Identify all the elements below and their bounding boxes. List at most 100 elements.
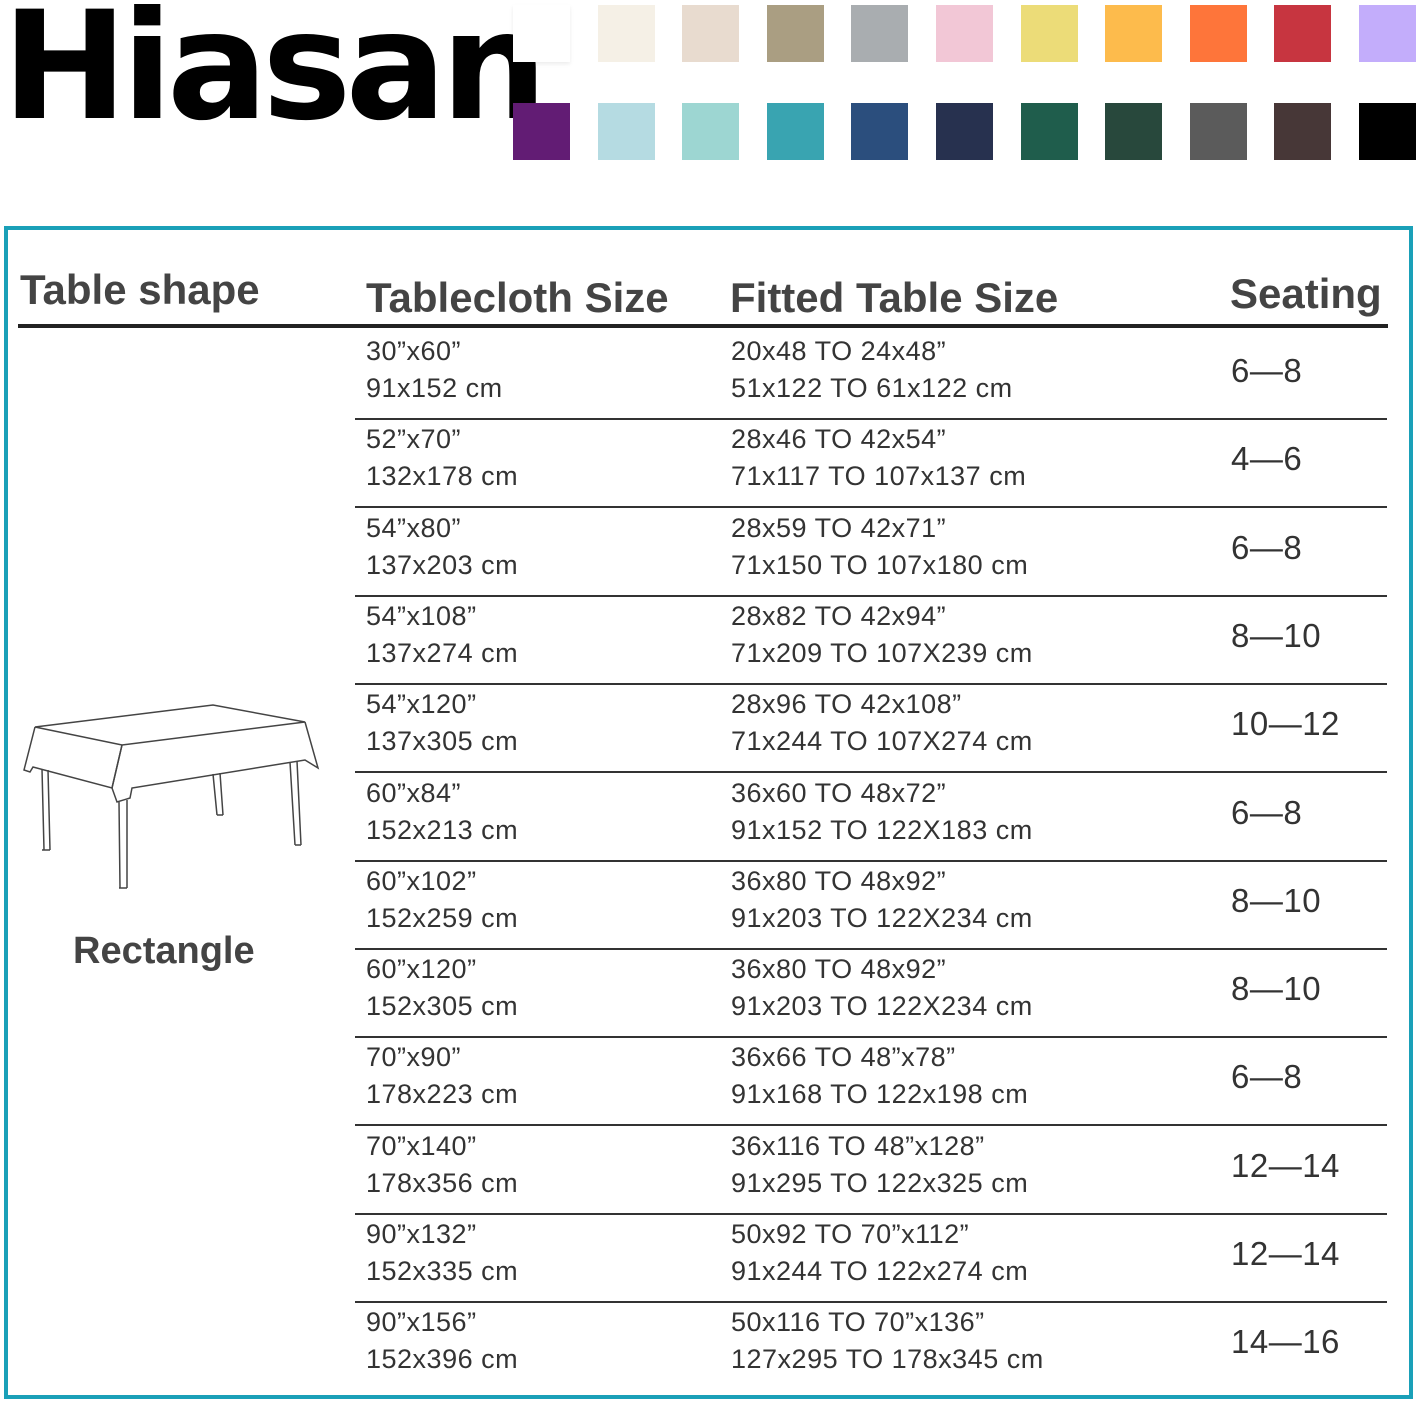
fitted-inches: 28x46 TO 42x54” <box>731 424 947 455</box>
table-row: 60”x102” 152x259 cm 36x80 TO 48x92” 91x203 … <box>355 860 1387 950</box>
seating-value: 8—10 <box>1231 970 1322 1008</box>
fitted-inches: 50x116 TO 70”x136” <box>731 1307 985 1338</box>
header-divider <box>18 324 1388 328</box>
tablecloth-cm: 137x274 cm <box>366 637 519 668</box>
tablecloth-cm: 91x152 cm <box>366 373 503 403</box>
shape-label: Rectangle <box>73 930 255 972</box>
color-swatch <box>936 103 993 160</box>
tablecloth-cm: 137x203 cm <box>366 549 519 580</box>
color-swatch <box>597 5 655 62</box>
fitted-cm: 91x152 TO 122X183 cm <box>731 814 1033 845</box>
table-row: 90”x156” 152x396 cm 50x116 TO 70”x136” 127x… <box>355 1301 1387 1389</box>
fitted-inches: 50x92 TO 70”x112” <box>731 1219 970 1249</box>
color-swatch <box>682 5 740 62</box>
fitted-inches: 36x60 TO 48x72” <box>731 777 947 808</box>
table-row: 30”x60” 91x152 cm 20x48 TO 24x48” 51x122 TO… <box>355 330 1387 420</box>
seating-value: 12—14 <box>1231 1146 1340 1184</box>
fitted-inches: 36x80 TO 48x92” <box>731 865 947 896</box>
fitted-inches: 28x59 TO 42x71” <box>731 512 947 543</box>
color-swatch <box>1020 103 1078 160</box>
fitted-inches: 28x82 TO 42x94” <box>731 600 947 631</box>
color-swatch <box>851 5 909 62</box>
tablecloth-inches: 90”x132” <box>366 1219 477 1249</box>
seating-value: 8—10 <box>1231 616 1322 654</box>
fitted-cm: 127x295 TO 178x345 cm <box>731 1344 1044 1375</box>
tablecloth-inches: 54”x108” <box>366 600 477 631</box>
rectangle-table-icon <box>23 704 320 889</box>
table-row: 60”x84” 152x213 cm 36x60 TO 48x72” 91x152 T… <box>355 772 1387 862</box>
tablecloth-inches: 54”x120” <box>366 689 477 720</box>
seating-value: 6—8 <box>1231 528 1303 566</box>
tablecloth-inches: 30”x60” <box>366 336 462 366</box>
size-table-frame <box>4 226 1413 1399</box>
color-swatch <box>766 5 824 62</box>
tablecloth-inches: 60”x120” <box>366 954 477 985</box>
color-swatch <box>1105 5 1163 62</box>
fitted-cm: 91x168 TO 122x198 cm <box>731 1079 1029 1110</box>
color-swatch <box>766 103 824 160</box>
fitted-cm: 91x295 TO 122x325 cm <box>731 1167 1029 1198</box>
tablecloth-cm: 152x305 cm <box>366 991 519 1022</box>
table-row: 54”x108” 137x274 cm 28x82 TO 42x94” 71x209 … <box>355 595 1387 685</box>
tablecloth-inches: 70”x140” <box>366 1130 477 1161</box>
color-swatch <box>1020 5 1078 62</box>
table-row: 90”x132” 152x335 cm 50x92 TO 70”x112” 91x24… <box>355 1213 1387 1303</box>
color-swatch <box>513 5 570 62</box>
tablecloth-cm: 178x356 cm <box>366 1167 519 1198</box>
color-swatch <box>1189 103 1247 160</box>
seating-value: 6—8 <box>1231 793 1303 831</box>
fitted-cm: 51x122 TO 61x122 cm <box>731 373 1013 403</box>
color-swatch <box>513 103 570 160</box>
tablecloth-cm: 137x305 cm <box>366 726 519 757</box>
color-swatch <box>1189 5 1247 62</box>
color-swatch <box>597 103 655 160</box>
fitted-inches: 36x116 TO 48”x128” <box>731 1130 985 1161</box>
fitted-inches: 36x66 TO 48”x78” <box>731 1042 956 1073</box>
tablecloth-cm: 152x259 cm <box>366 902 519 933</box>
header-table-shape: Table shape <box>20 266 260 313</box>
tablecloth-inches: 54”x80” <box>366 512 462 543</box>
tablecloth-cm: 152x213 cm <box>366 814 519 845</box>
color-swatch <box>1359 103 1416 160</box>
table-row: 52”x70” 132x178 cm 28x46 TO 42x54” 71x117 T… <box>355 418 1387 509</box>
color-swatch <box>1274 103 1332 160</box>
seating-value: 12—14 <box>1231 1235 1340 1272</box>
table-row: 54”x120” 137x305 cm 28x96 TO 42x108” 71x244… <box>355 683 1387 774</box>
table-row: 70”x90” 178x223 cm 36x66 TO 48”x78” 91x168 … <box>355 1036 1387 1127</box>
fitted-cm: 71x209 TO 107X239 cm <box>731 637 1033 668</box>
table-row: 70”x140” 178x356 cm 36x116 TO 48”x128” 91x2… <box>355 1125 1387 1215</box>
fitted-inches: 28x96 TO 42x108” <box>731 689 962 720</box>
tablecloth-cm: 132x178 cm <box>366 461 519 492</box>
header-fitted-table-size: Fitted Table Size <box>730 274 1059 321</box>
seating-value: 10—12 <box>1231 705 1340 743</box>
fitted-inches: 20x48 TO 24x48” <box>731 336 947 366</box>
header-tablecloth-size: Tablecloth Size <box>366 274 669 321</box>
seating-value: 8—10 <box>1231 881 1322 919</box>
tablecloth-inches: 60”x102” <box>366 865 477 896</box>
tablecloth-inches: 60”x84” <box>366 777 462 808</box>
fitted-cm: 91x203 TO 122X234 cm <box>731 991 1033 1022</box>
tablecloth-inches: 90”x156” <box>366 1307 477 1338</box>
tablecloth-cm: 152x335 cm <box>366 1256 519 1286</box>
brand-logo: Hiasan <box>2 0 547 154</box>
table-row: 54”x80” 137x203 cm 28x59 TO 42x71” 71x150 T… <box>355 507 1387 597</box>
table-row: 60”x120” 152x305 cm 36x80 TO 48x92” 91x203 … <box>355 948 1387 1039</box>
color-swatch <box>1105 103 1163 160</box>
seating-value: 6—8 <box>1231 1058 1303 1096</box>
fitted-cm: 91x244 TO 122x274 cm <box>731 1256 1029 1286</box>
fitted-inches: 36x80 TO 48x92” <box>731 954 947 985</box>
seating-value: 6—8 <box>1231 352 1303 389</box>
seating-value: 14—16 <box>1231 1323 1340 1361</box>
fitted-cm: 71x117 TO 107x137 cm <box>731 461 1027 492</box>
tablecloth-cm: 178x223 cm <box>366 1079 519 1110</box>
color-swatch <box>682 103 740 160</box>
fitted-cm: 91x203 TO 122X234 cm <box>731 902 1033 933</box>
fitted-cm: 71x244 TO 107X274 cm <box>731 726 1033 757</box>
color-swatch <box>1359 5 1416 62</box>
tablecloth-inches: 52”x70” <box>366 424 462 455</box>
color-swatch <box>851 103 909 160</box>
color-swatch <box>1274 5 1332 62</box>
fitted-cm: 71x150 TO 107x180 cm <box>731 549 1029 580</box>
seating-value: 4—6 <box>1231 440 1303 478</box>
